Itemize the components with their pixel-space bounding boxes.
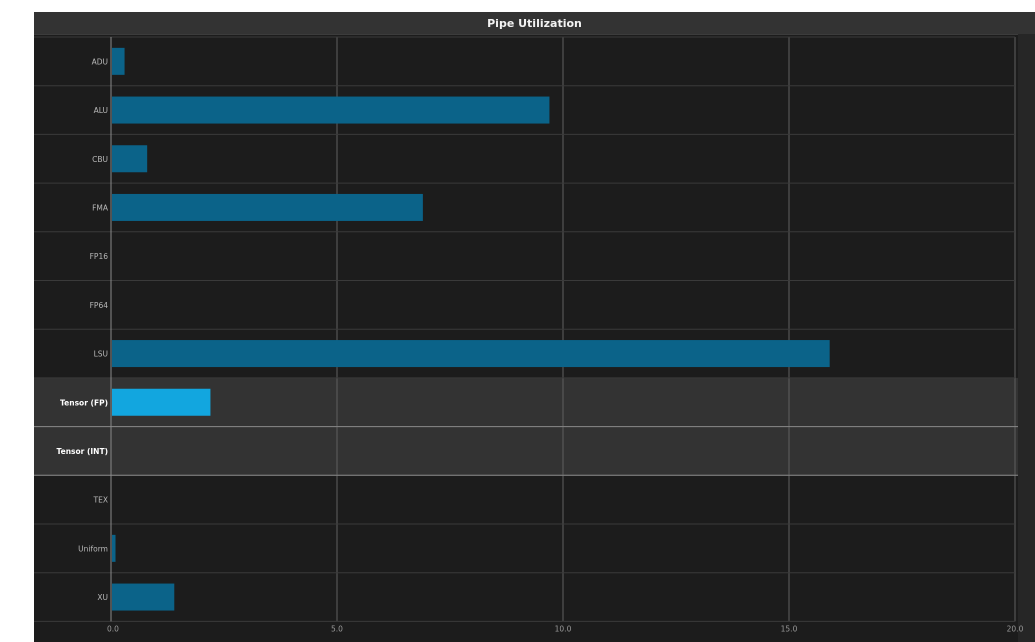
x-tick-label: 10.0 — [555, 624, 572, 633]
highlight-band-tensor-int[interactable] — [34, 426, 1018, 476]
category-label-uniform: Uniform — [78, 544, 108, 553]
x-tick-label: 20.0 — [1007, 624, 1024, 633]
category-label-fp64: FP64 — [90, 301, 109, 310]
x-tick-label: 0.0 — [107, 624, 119, 633]
bar-adu[interactable] — [112, 47, 125, 75]
category-label-tex: TEX — [93, 496, 108, 505]
category-label-tensor-int: Tensor (INT) — [56, 447, 108, 456]
category-label-adu: ADU — [92, 57, 108, 66]
bar-cbu[interactable] — [112, 145, 148, 173]
bar-lsu[interactable] — [112, 340, 830, 368]
category-label-cbu: CBU — [92, 155, 108, 164]
category-label-alu: ALU — [94, 106, 108, 115]
category-label-fma: FMA — [92, 203, 109, 212]
category-label-xu: XU — [97, 593, 108, 602]
category-label-tensor-fp: Tensor (FP) — [60, 398, 108, 407]
chart-title-bar: Pipe Utilization — [34, 12, 1035, 35]
bar-uniform[interactable] — [112, 534, 116, 562]
bar-alu[interactable] — [112, 96, 550, 124]
bar-xu[interactable] — [112, 583, 175, 611]
x-tick-label: 5.0 — [331, 624, 343, 633]
chart-title: Pipe Utilization — [487, 16, 582, 30]
bar-tensor-fp[interactable] — [112, 388, 211, 416]
category-label-fp16: FP16 — [90, 252, 109, 261]
category-label-lsu: LSU — [94, 350, 108, 359]
bar-fma[interactable] — [112, 193, 423, 221]
scrollbar[interactable] — [1018, 34, 1035, 642]
x-tick-label: 15.0 — [781, 624, 798, 633]
